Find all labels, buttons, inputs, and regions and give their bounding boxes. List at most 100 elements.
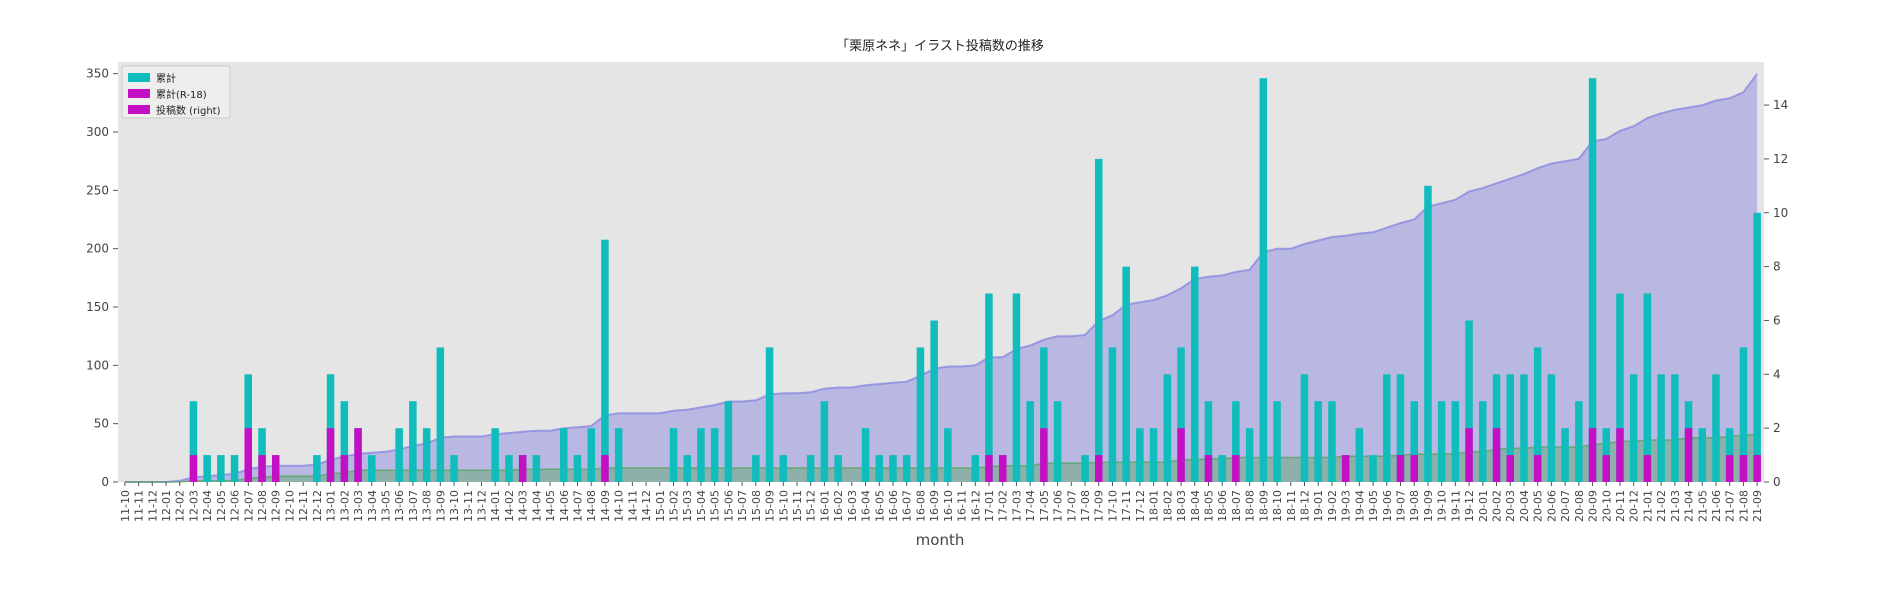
bar-0-20-04	[1520, 374, 1528, 482]
x-tick-label: 15-05	[709, 490, 722, 522]
x-tick-label: 11-10	[119, 490, 132, 522]
bar-0-19-11	[1451, 401, 1460, 482]
x-tick-label: 13-03	[352, 490, 365, 522]
plot-area	[118, 62, 1764, 482]
x-tick-label: 19-07	[1395, 490, 1408, 522]
bar-0-17-12	[1136, 428, 1144, 482]
x-tick-label: 20-01	[1477, 490, 1490, 522]
bar-0-13-08	[422, 428, 431, 482]
y-right-tick-label: 2	[1773, 421, 1781, 435]
bar-0-16-09	[930, 320, 938, 482]
bar-1-20-09	[1588, 428, 1597, 482]
bar-1-21-09	[1753, 455, 1761, 482]
x-tick-label: 13-10	[448, 490, 461, 522]
bar-0-16-12	[971, 455, 979, 482]
x-tick-label: 18-09	[1257, 490, 1270, 522]
x-tick-label: 16-05	[873, 490, 886, 522]
x-tick-label: 17-03	[1010, 490, 1023, 522]
bar-0-20-02	[1492, 374, 1501, 482]
x-tick-label: 15-07	[736, 490, 749, 522]
bar-0-13-04	[368, 455, 376, 482]
x-tick-label: 19-01	[1312, 490, 1325, 522]
bar-0-16-06	[889, 455, 897, 482]
bar-0-21-09	[1753, 212, 1761, 483]
x-tick-label: 18-01	[1148, 490, 1161, 522]
bar-1-20-02	[1492, 428, 1501, 482]
bar-0-14-09	[601, 239, 609, 482]
x-tick-label: 14-01	[489, 490, 502, 522]
bar-1-20-05	[1533, 455, 1542, 482]
legend-swatch	[128, 105, 150, 114]
legend-label: 投稿数 (right)	[156, 104, 221, 117]
x-tick-label: 11-12	[146, 490, 159, 522]
bar-1-13-01	[326, 428, 335, 482]
x-tick-label: 14-05	[544, 490, 557, 522]
y-right-tick-label: 4	[1773, 367, 1781, 381]
legend-swatch	[128, 89, 150, 98]
chart-title: 「栗原ネネ」イラスト投稿数の推移	[836, 38, 1044, 54]
bar-0-14-02	[505, 455, 513, 482]
bar-0-15-08	[752, 455, 760, 482]
bar-0-19-10	[1437, 401, 1446, 482]
bar-0-19-05	[1369, 455, 1377, 482]
bar-0-14-08	[587, 428, 595, 482]
x-tick-label: 20-06	[1545, 490, 1558, 522]
bar-0-20-06	[1547, 374, 1556, 482]
x-tick-label: 16-08	[914, 490, 927, 522]
x-tick-label: 21-03	[1669, 490, 1682, 522]
bar-0-18-02	[1163, 374, 1172, 482]
x-tick-label: 15-03	[681, 490, 694, 522]
bar-0-18-12	[1300, 374, 1309, 482]
x-tick-label: 13-11	[462, 490, 475, 522]
x-tick-label: 12-09	[270, 490, 283, 522]
bar-0-15-02	[669, 428, 678, 482]
bar-0-17-08	[1081, 455, 1089, 482]
bar-0-17-03	[1012, 293, 1021, 482]
x-tick-label: 16-10	[942, 490, 955, 522]
x-tick-label: 18-05	[1203, 490, 1216, 522]
x-tick-label: 17-11	[1120, 490, 1133, 522]
y-left-tick-label: 350	[86, 67, 109, 81]
bar-1-20-10	[1602, 455, 1610, 482]
bar-1-17-09	[1095, 455, 1103, 482]
x-tick-label: 15-08	[750, 490, 763, 522]
x-tick-label: 20-02	[1491, 490, 1504, 522]
bar-0-12-03	[189, 401, 198, 482]
x-tick-label: 17-12	[1134, 490, 1147, 522]
x-tick-label: 18-10	[1271, 490, 1284, 522]
y-right-tick-label: 14	[1773, 98, 1788, 112]
x-tick-label: 14-07	[572, 490, 585, 522]
y-right-tick-label: 10	[1773, 206, 1788, 220]
x-tick-label: 12-02	[174, 490, 187, 522]
x-tick-label: 19-04	[1353, 490, 1366, 522]
x-tick-label: 18-12	[1299, 490, 1312, 522]
bar-0-17-01	[985, 293, 993, 482]
bar-0-15-06	[724, 401, 733, 482]
x-tick-label: 17-06	[1052, 490, 1065, 522]
bar-1-17-05	[1040, 428, 1048, 482]
bar-0-18-05	[1204, 401, 1213, 482]
x-tick-label: 17-02	[997, 490, 1010, 522]
x-tick-label: 21-02	[1655, 490, 1668, 522]
x-tick-label: 21-05	[1696, 490, 1709, 522]
x-tick-label: 17-04	[1024, 490, 1037, 522]
bar-0-15-10	[779, 455, 787, 482]
x-tick-label: 12-06	[229, 490, 242, 522]
x-tick-label: 16-07	[901, 490, 914, 522]
bar-1-18-07	[1232, 455, 1240, 482]
bar-1-21-08	[1739, 455, 1748, 482]
x-tick-label: 18-04	[1189, 490, 1202, 522]
x-tick-label: 15-09	[764, 490, 777, 522]
x-tick-label: 15-02	[668, 490, 681, 522]
y-right-tick-label: 6	[1773, 313, 1781, 327]
bar-0-21-06	[1712, 374, 1720, 482]
bar-0-17-04	[1026, 401, 1034, 482]
x-tick-label: 13-09	[434, 490, 447, 522]
bar-0-12-04	[203, 455, 211, 482]
bar-0-18-04	[1191, 266, 1199, 482]
x-tick-label: 19-06	[1381, 490, 1394, 522]
bar-0-19-07	[1396, 374, 1405, 482]
bar-0-16-02	[834, 455, 842, 482]
